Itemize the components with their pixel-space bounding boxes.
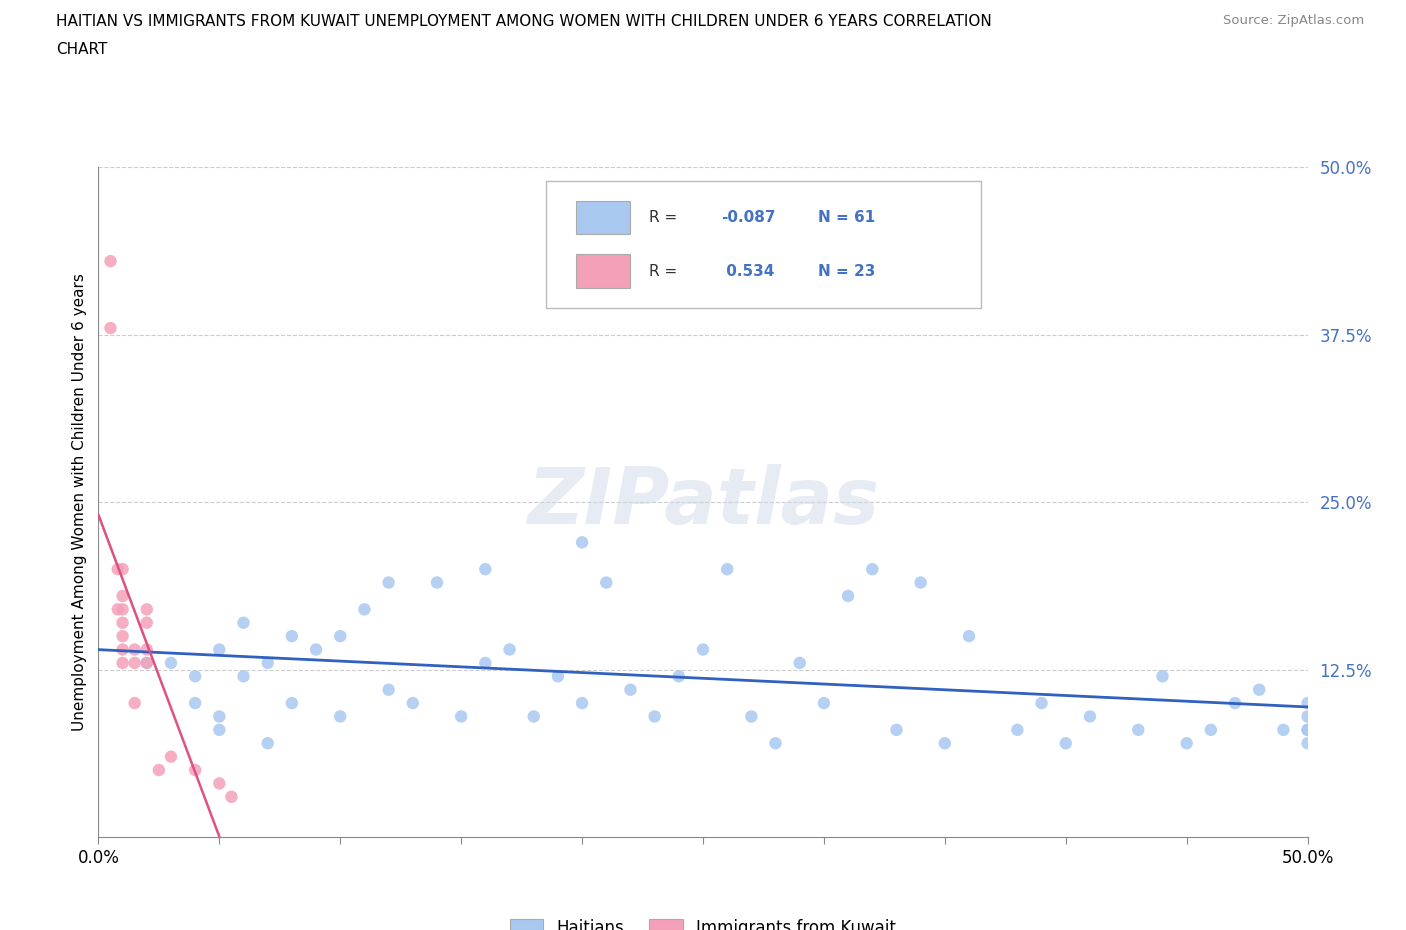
Point — [256, 656, 278, 671]
Point — [135, 656, 157, 671]
FancyBboxPatch shape — [576, 201, 630, 234]
Point — [135, 616, 157, 631]
Text: N = 23: N = 23 — [818, 264, 876, 279]
Point — [377, 683, 399, 698]
Point — [1175, 736, 1198, 751]
Point — [619, 683, 641, 698]
Point — [957, 629, 980, 644]
Point — [474, 656, 496, 671]
Y-axis label: Unemployment Among Women with Children Under 6 years: Unemployment Among Women with Children U… — [72, 273, 87, 731]
Point — [148, 763, 170, 777]
Point — [426, 575, 449, 590]
Point — [184, 763, 207, 777]
Text: R =: R = — [648, 264, 682, 279]
Text: -0.087: -0.087 — [721, 210, 776, 225]
Point — [813, 696, 835, 711]
Text: R =: R = — [648, 210, 682, 225]
Point — [450, 709, 472, 724]
Point — [474, 562, 496, 577]
Point — [1152, 669, 1174, 684]
Text: Source: ZipAtlas.com: Source: ZipAtlas.com — [1223, 14, 1364, 27]
Text: CHART: CHART — [56, 42, 108, 57]
Point — [523, 709, 546, 724]
Point — [281, 696, 304, 711]
Point — [124, 642, 146, 657]
Point — [1296, 709, 1319, 724]
Point — [571, 696, 593, 711]
Point — [934, 736, 956, 751]
Text: N = 61: N = 61 — [818, 210, 875, 225]
Point — [329, 629, 352, 644]
Point — [135, 656, 157, 671]
Point — [910, 575, 932, 590]
Point — [111, 656, 134, 671]
Point — [1296, 723, 1319, 737]
Point — [860, 562, 883, 577]
Point — [107, 562, 129, 577]
Point — [256, 736, 278, 751]
Point — [135, 642, 157, 657]
Point — [232, 669, 254, 684]
Point — [305, 642, 328, 657]
Point — [1296, 723, 1319, 737]
Point — [100, 254, 122, 269]
Text: ZIPatlas: ZIPatlas — [527, 464, 879, 540]
Point — [402, 696, 425, 711]
Point — [111, 642, 134, 657]
FancyBboxPatch shape — [546, 180, 981, 308]
Point — [692, 642, 714, 657]
Point — [837, 589, 859, 604]
Point — [595, 575, 617, 590]
Point — [111, 589, 134, 604]
Point — [111, 562, 134, 577]
Point — [1199, 723, 1222, 737]
Point — [1249, 683, 1271, 698]
Point — [377, 575, 399, 590]
Point — [668, 669, 690, 684]
Point — [1054, 736, 1077, 751]
Point — [221, 790, 243, 804]
Point — [100, 321, 122, 336]
Point — [886, 723, 908, 737]
Legend: Haitians, Immigrants from Kuwait: Haitians, Immigrants from Kuwait — [503, 912, 903, 930]
Point — [740, 709, 762, 724]
Point — [208, 723, 231, 737]
Point — [789, 656, 811, 671]
Point — [160, 656, 183, 671]
Point — [208, 642, 231, 657]
Point — [232, 616, 254, 631]
Point — [135, 602, 157, 617]
Point — [208, 776, 231, 790]
Point — [1007, 723, 1029, 737]
Point — [124, 656, 146, 671]
Point — [111, 602, 134, 617]
Point — [1078, 709, 1101, 724]
Point — [571, 535, 593, 550]
Point — [1223, 696, 1246, 711]
Point — [124, 696, 146, 711]
Point — [281, 629, 304, 644]
Point — [644, 709, 666, 724]
Point — [1031, 696, 1053, 711]
Point — [107, 602, 129, 617]
Point — [111, 616, 134, 631]
Point — [716, 562, 738, 577]
Point — [329, 709, 352, 724]
Point — [1272, 723, 1295, 737]
Point — [1296, 736, 1319, 751]
Text: 0.534: 0.534 — [721, 264, 775, 279]
Point — [547, 669, 569, 684]
Point — [1296, 696, 1319, 711]
Point — [184, 669, 207, 684]
Point — [160, 750, 183, 764]
Point — [353, 602, 375, 617]
Point — [1128, 723, 1150, 737]
Point — [184, 696, 207, 711]
Point — [498, 642, 520, 657]
Text: HAITIAN VS IMMIGRANTS FROM KUWAIT UNEMPLOYMENT AMONG WOMEN WITH CHILDREN UNDER 6: HAITIAN VS IMMIGRANTS FROM KUWAIT UNEMPL… — [56, 14, 993, 29]
Point — [111, 629, 134, 644]
Point — [765, 736, 787, 751]
FancyBboxPatch shape — [576, 255, 630, 288]
Point — [208, 709, 231, 724]
